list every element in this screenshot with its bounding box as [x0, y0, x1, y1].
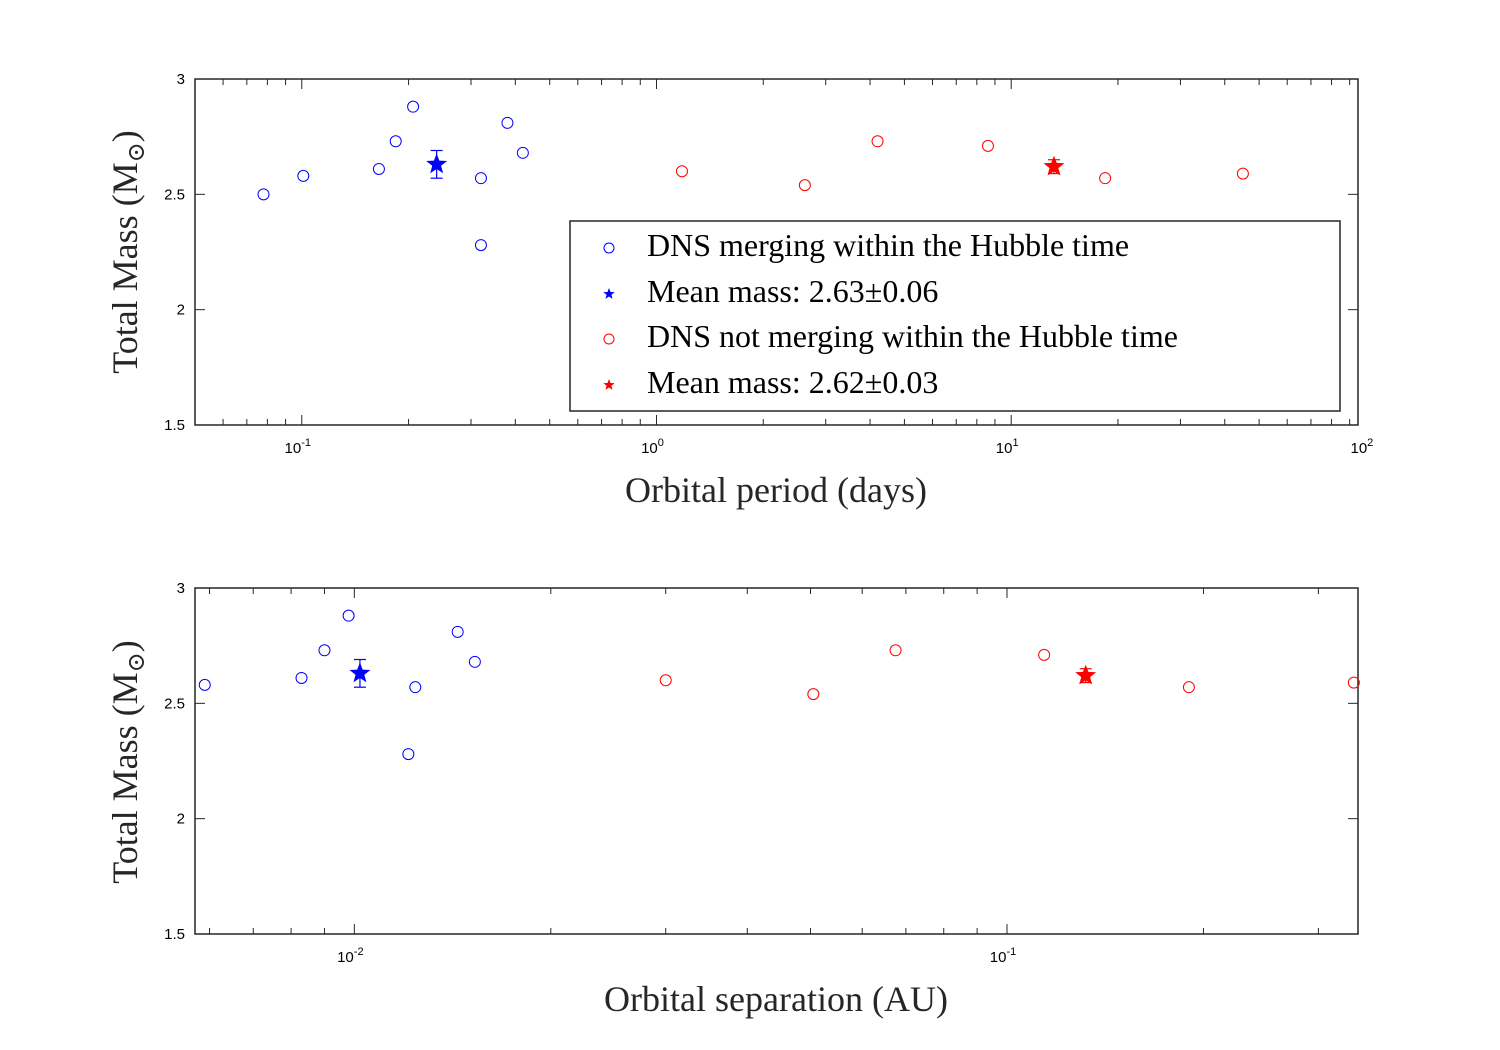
- y-tick-label: 3: [177, 71, 185, 88]
- mean-star-marker: [1075, 664, 1097, 685]
- legend: DNS merging within the Hubble time Mean …: [569, 220, 1341, 412]
- legend-box: [569, 220, 1341, 412]
- point-merging: [451, 625, 464, 638]
- point-merging: [257, 188, 270, 201]
- point-merging: [295, 671, 308, 684]
- mean-star-marker: [1043, 155, 1065, 176]
- point-merging: [516, 146, 529, 159]
- y-tick-label: 2.5: [164, 695, 185, 712]
- point-not-merging: [981, 139, 994, 152]
- x-tick-label: 100: [641, 437, 664, 457]
- bottom-x-axis-title: Orbital separation (AU): [604, 979, 948, 1019]
- point-merging: [297, 169, 310, 182]
- bottom-plot-ticks: 10-2 10-1 1.5 2 2.5 3: [164, 580, 1358, 966]
- point-not-merging: [871, 135, 884, 148]
- legend-marker-mean-merging: [603, 288, 615, 299]
- mean-star-marker: [426, 153, 448, 174]
- x-tick-label: 102: [1350, 437, 1373, 457]
- point-not-merging: [1347, 676, 1360, 689]
- legend-marker-mean-not-merging: [603, 379, 615, 390]
- legend-label-merging: DNS merging within the Hubble time: [647, 227, 1129, 263]
- x-tick-label: 10-2: [337, 946, 363, 966]
- legend-marker-not-merging: [603, 333, 615, 345]
- y-tick-label: 2: [177, 302, 185, 319]
- x-tick-label: 10-1: [285, 437, 311, 457]
- y-tick-label: 3: [177, 580, 185, 597]
- point-not-merging: [1099, 172, 1112, 185]
- point-not-merging: [1038, 648, 1051, 661]
- point-merging: [389, 135, 402, 148]
- point-not-merging: [675, 165, 688, 178]
- point-merging: [468, 655, 481, 668]
- y-tick-label: 1.5: [164, 417, 185, 434]
- point-merging: [474, 172, 487, 185]
- point-merging: [402, 748, 415, 761]
- point-merging: [372, 162, 385, 175]
- legend-label-mean-merging: Mean mass: 2.63±0.06: [647, 273, 938, 309]
- point-merging: [501, 116, 514, 129]
- top-plot: 10-1 100 101 102 1.5 2 2.5 3 Orbital period (da…: [105, 71, 1373, 510]
- top-x-axis-title: Orbital period (days): [625, 470, 927, 510]
- point-merging: [474, 239, 487, 252]
- point-not-merging: [889, 644, 902, 657]
- point-not-merging: [659, 674, 672, 687]
- point-merging: [318, 644, 331, 657]
- mean-star-marker: [349, 662, 371, 683]
- top-y-axis-title: Total Mass (M⊙): [105, 130, 150, 374]
- bottom-plot: 10-2 10-1 1.5 2 2.5 3 Orbital separation (AU)…: [105, 580, 1360, 1019]
- point-not-merging: [1236, 167, 1249, 180]
- point-not-merging: [798, 179, 811, 192]
- bottom-y-axis-title: Total Mass (M⊙): [105, 640, 150, 884]
- y-tick-label: 2: [177, 811, 185, 828]
- point-merging: [342, 609, 355, 622]
- bottom-plot-area: [194, 587, 1359, 935]
- legend-label-not-merging: DNS not merging within the Hubble time: [647, 318, 1178, 354]
- point-merging: [409, 681, 422, 694]
- point-merging: [198, 678, 211, 691]
- point-merging: [407, 100, 420, 113]
- bottom-plot-marks: [198, 609, 1360, 761]
- x-tick-label: 10-1: [990, 946, 1016, 966]
- y-tick-label: 1.5: [164, 926, 185, 943]
- top-plot-marks: [257, 100, 1249, 252]
- top-plot-ticks: 10-1 100 101 102 1.5 2 2.5 3: [164, 71, 1373, 457]
- x-tick-label: 101: [996, 437, 1019, 457]
- point-not-merging: [807, 688, 820, 701]
- y-tick-label: 2.5: [164, 186, 185, 203]
- legend-marker-merging: [603, 242, 615, 254]
- legend-label-mean-not-merging: Mean mass: 2.62±0.03: [647, 364, 938, 400]
- point-not-merging: [1182, 681, 1195, 694]
